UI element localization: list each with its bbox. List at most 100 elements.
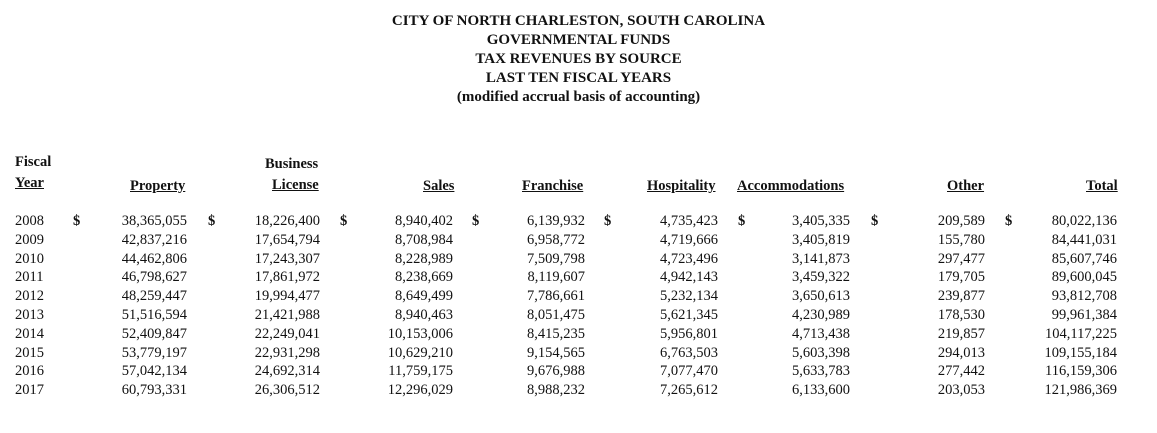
cell-property: 44,462,806 bbox=[121, 250, 187, 267]
cell-accommodations: 3,459,322 bbox=[792, 269, 850, 286]
table-row-year: 2008 bbox=[15, 213, 44, 229]
header-total: Total bbox=[1086, 178, 1118, 194]
cell-other: 155,780 bbox=[937, 231, 985, 248]
currency-symbol: $ bbox=[472, 213, 480, 229]
cell-sales: 8,649,499 bbox=[395, 288, 453, 305]
cell-other: 277,442 bbox=[937, 363, 985, 380]
cell-other: 239,877 bbox=[937, 288, 985, 305]
header-property: Property bbox=[130, 178, 186, 194]
title-line-3: TAX REVENUES BY SOURCE bbox=[475, 51, 682, 67]
cell-accommodations: 4,230,989 bbox=[792, 307, 850, 323]
header-accommodations: Accommodations bbox=[737, 178, 845, 194]
header-other: Other bbox=[947, 178, 985, 194]
cell-property: 53,779,197 bbox=[121, 344, 187, 361]
cell-business-license: 22,249,041 bbox=[254, 325, 320, 342]
table-row-year: 2017 bbox=[15, 382, 44, 399]
cell-other: 294,013 bbox=[937, 344, 985, 361]
title-line-5: (modified accrual basis of accounting) bbox=[456, 89, 701, 105]
currency-symbol: $ bbox=[1005, 213, 1013, 229]
table-row-year: 2009 bbox=[15, 231, 44, 248]
currency-symbol: $ bbox=[738, 213, 746, 229]
table-row-year: 2010 bbox=[15, 250, 44, 267]
table-row-year: 2012 bbox=[15, 288, 44, 305]
cell-sales: 11,759,175 bbox=[388, 363, 453, 380]
currency-symbol: $ bbox=[604, 213, 612, 229]
cell-sales: 8,940,402 bbox=[395, 213, 453, 229]
cell-sales: 12,296,029 bbox=[387, 382, 453, 399]
cell-sales: 8,940,463 bbox=[395, 307, 453, 323]
title-line-1: CITY OF NORTH CHARLESTON, SOUTH CAROLINA bbox=[391, 13, 766, 29]
cell-other: 209,589 bbox=[937, 213, 985, 229]
cell-accommodations: 3,405,819 bbox=[792, 231, 850, 248]
cell-property: 60,793,331 bbox=[121, 382, 187, 399]
table-row-year: 2014 bbox=[15, 325, 44, 342]
cell-hospitality: 5,956,801 bbox=[660, 325, 718, 342]
cell-franchise: 6,139,932 bbox=[527, 213, 585, 229]
cell-franchise: 8,988,232 bbox=[527, 382, 585, 399]
cell-total: 121,986,369 bbox=[1044, 382, 1118, 399]
header-hospitality: Hospitality bbox=[647, 178, 716, 194]
cell-property: 52,409,847 bbox=[121, 325, 187, 342]
cell-business-license: 17,654,794 bbox=[254, 231, 320, 248]
currency-symbol: $ bbox=[871, 213, 879, 229]
cell-hospitality: 5,621,345 bbox=[660, 307, 718, 323]
cell-hospitality: 5,232,134 bbox=[660, 288, 718, 305]
cell-total: 109,155,184 bbox=[1044, 344, 1118, 361]
cell-franchise: 8,119,607 bbox=[527, 269, 585, 286]
header-franchise: Franchise bbox=[522, 178, 584, 194]
cell-total: 99,961,384 bbox=[1051, 307, 1117, 323]
cell-accommodations: 5,603,398 bbox=[792, 344, 850, 361]
cell-sales: 10,629,210 bbox=[387, 344, 453, 361]
cell-business-license: 18,226,400 bbox=[254, 213, 320, 229]
cell-sales: 8,228,989 bbox=[395, 250, 453, 267]
cell-sales: 8,238,669 bbox=[395, 269, 453, 286]
cell-business-license: 19,994,477 bbox=[254, 288, 320, 305]
cell-franchise: 9,676,988 bbox=[527, 363, 585, 380]
cell-total: 89,600,045 bbox=[1051, 269, 1117, 286]
header-sales: Sales bbox=[423, 178, 455, 194]
cell-total: 116,159,306 bbox=[1045, 363, 1117, 380]
currency-symbol: $ bbox=[208, 213, 216, 229]
cell-accommodations: 5,633,783 bbox=[792, 363, 850, 380]
cell-sales: 10,153,006 bbox=[387, 325, 453, 342]
cell-franchise: 9,154,565 bbox=[527, 344, 585, 361]
cell-business-license: 26,306,512 bbox=[254, 382, 320, 399]
cell-other: 297,477 bbox=[937, 250, 985, 267]
title-line-2: GOVERNMENTAL FUNDS bbox=[486, 32, 671, 48]
table-row-year: 2016 bbox=[15, 363, 44, 380]
header-license: License bbox=[272, 177, 319, 193]
cell-accommodations: 3,141,873 bbox=[792, 250, 850, 267]
cell-hospitality: 4,719,666 bbox=[660, 231, 718, 248]
cell-franchise: 6,958,772 bbox=[527, 231, 585, 248]
cell-accommodations: 6,133,600 bbox=[792, 382, 850, 399]
header-business: Business bbox=[265, 156, 319, 172]
title-line-4: LAST TEN FISCAL YEARS bbox=[485, 70, 672, 86]
cell-other: 219,857 bbox=[937, 325, 985, 342]
cell-franchise: 7,509,798 bbox=[527, 250, 585, 267]
cell-hospitality: 4,723,496 bbox=[660, 250, 718, 267]
cell-business-license: 17,243,307 bbox=[254, 250, 320, 267]
currency-symbol: $ bbox=[73, 213, 81, 229]
cell-accommodations: 3,405,335 bbox=[792, 213, 850, 229]
cell-total: 80,022,136 bbox=[1051, 213, 1117, 229]
cell-business-license: 24,692,314 bbox=[254, 363, 320, 380]
cell-total: 93,812,708 bbox=[1051, 288, 1117, 305]
cell-sales: 8,708,984 bbox=[395, 231, 453, 248]
cell-accommodations: 4,713,438 bbox=[792, 325, 850, 342]
table-row-year: 2015 bbox=[15, 344, 44, 361]
cell-hospitality: 7,265,612 bbox=[660, 382, 718, 399]
cell-property: 46,798,627 bbox=[121, 269, 187, 286]
header-year: Year bbox=[15, 175, 44, 191]
cell-hospitality: 4,735,423 bbox=[660, 213, 718, 229]
cell-franchise: 7,786,661 bbox=[527, 288, 585, 305]
cell-business-license: 22,931,298 bbox=[254, 344, 320, 361]
cell-property: 51,516,594 bbox=[121, 307, 187, 323]
cell-hospitality: 4,942,143 bbox=[660, 269, 718, 286]
cell-other: 178,530 bbox=[937, 307, 985, 323]
cell-total: 104,117,225 bbox=[1045, 325, 1117, 342]
cell-business-license: 21,421,988 bbox=[254, 307, 320, 323]
cell-property: 57,042,134 bbox=[121, 363, 187, 380]
cell-other: 179,705 bbox=[937, 269, 985, 286]
cell-total: 85,607,746 bbox=[1051, 250, 1117, 267]
cell-accommodations: 3,650,613 bbox=[792, 288, 850, 305]
